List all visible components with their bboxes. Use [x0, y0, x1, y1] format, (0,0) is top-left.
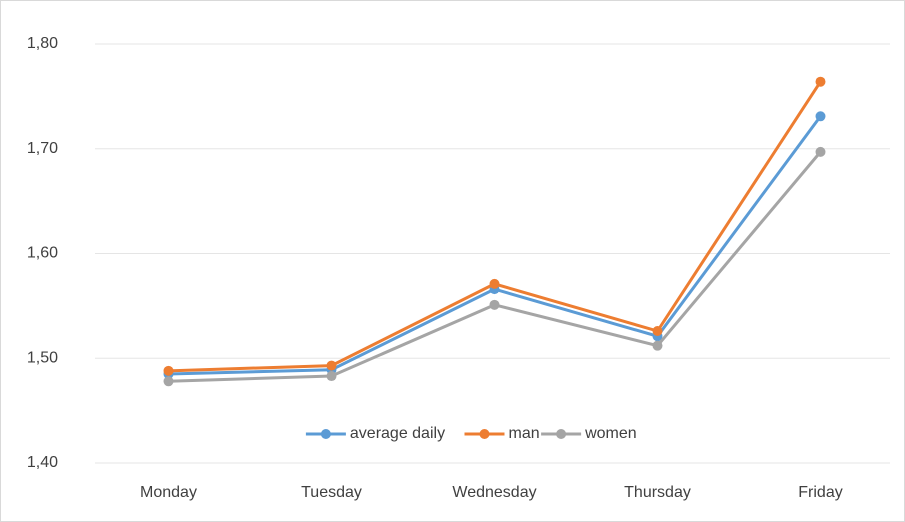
y-tick-label: 1,60 [27, 245, 58, 262]
data-point [489, 278, 500, 289]
legend-marker [320, 429, 331, 439]
x-tick-label: Monday [140, 484, 197, 501]
legend-label: man [509, 425, 540, 442]
x-tick-label: Wednesday [452, 484, 536, 501]
y-tick-label: 1,40 [27, 454, 58, 471]
x-tick-label: Thursday [624, 484, 691, 501]
legend-label: women [584, 425, 637, 442]
data-point [326, 360, 337, 371]
legend-marker [556, 429, 567, 439]
data-point [163, 365, 174, 376]
data-point [815, 146, 826, 157]
y-tick-label: 1,80 [27, 35, 58, 52]
legend-label: average daily [350, 425, 445, 442]
data-point [163, 376, 174, 387]
data-point [652, 326, 663, 337]
legend-marker [479, 429, 490, 439]
x-tick-label: Tuesday [301, 484, 362, 501]
data-point [652, 340, 663, 351]
data-point [815, 76, 826, 87]
y-tick-label: 1,70 [27, 140, 58, 157]
data-point [326, 371, 337, 382]
x-tick-label: Friday [798, 484, 842, 501]
data-point [815, 111, 826, 122]
data-point [489, 299, 500, 310]
y-tick-label: 1,50 [27, 349, 58, 366]
